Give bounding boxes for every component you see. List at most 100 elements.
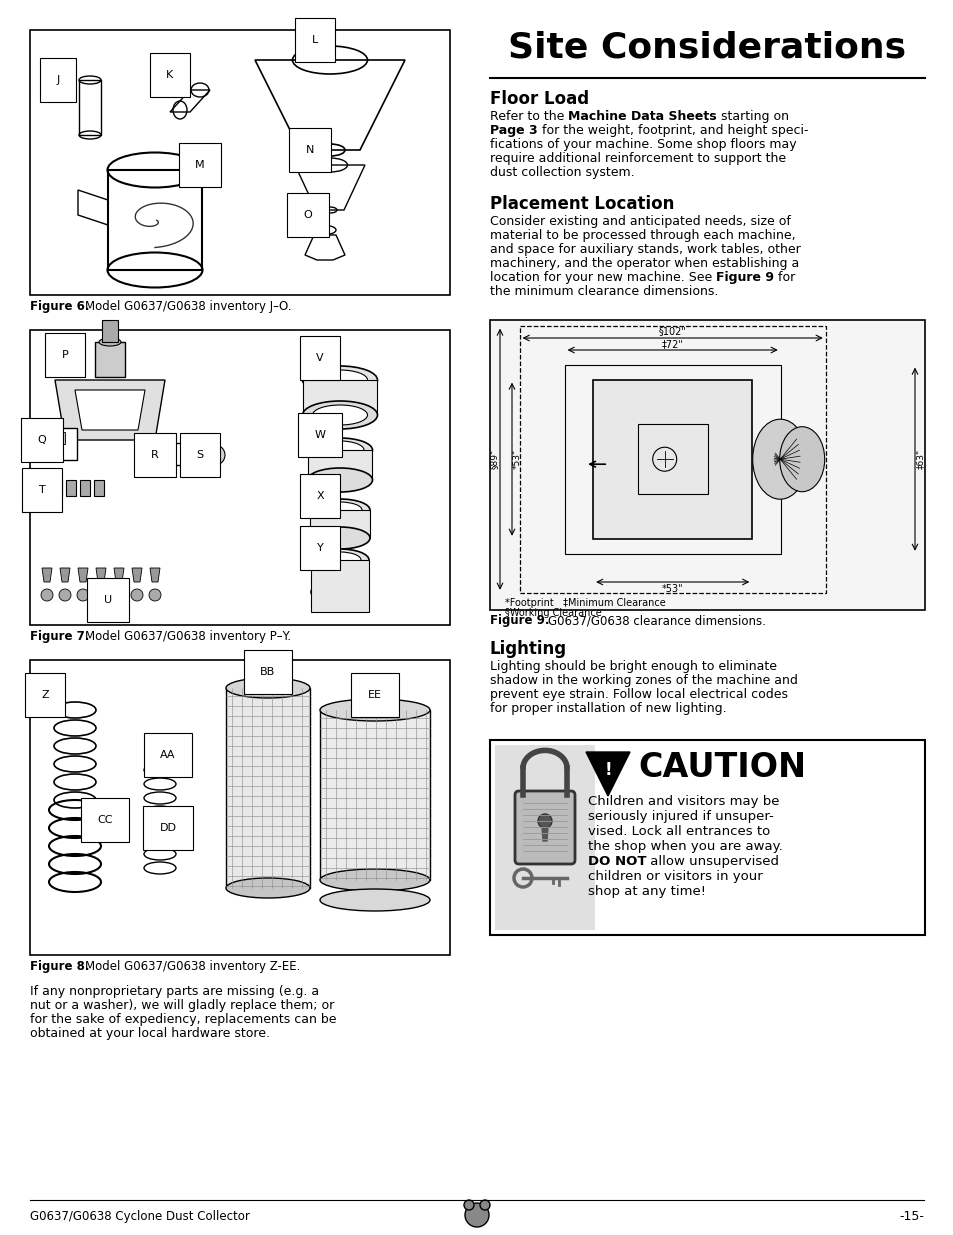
Text: fications of your machine. Some shop floors may: fications of your machine. Some shop flo…: [490, 138, 796, 151]
Ellipse shape: [310, 527, 370, 550]
Ellipse shape: [779, 427, 823, 492]
Polygon shape: [310, 510, 370, 538]
Ellipse shape: [313, 370, 367, 390]
Text: starting on: starting on: [717, 110, 788, 124]
FancyBboxPatch shape: [94, 480, 104, 496]
Circle shape: [112, 589, 125, 601]
Ellipse shape: [319, 699, 430, 721]
Text: material to be processed through each machine,: material to be processed through each ma…: [490, 228, 795, 242]
Text: G0637/G0638 clearance dimensions.: G0637/G0638 clearance dimensions.: [547, 614, 765, 627]
Text: children or visitors in your: children or visitors in your: [587, 869, 762, 883]
Text: for the weight, footprint, and height speci-: for the weight, footprint, and height sp…: [537, 124, 807, 137]
Ellipse shape: [311, 550, 369, 571]
Text: CC: CC: [97, 815, 112, 825]
Text: Children and visitors may be: Children and visitors may be: [587, 795, 779, 808]
Text: Model G0637/G0638 inventory P–Y.: Model G0637/G0638 inventory P–Y.: [85, 630, 291, 643]
Text: Lighting: Lighting: [490, 640, 566, 658]
Text: DO NOT: DO NOT: [587, 855, 646, 868]
Circle shape: [479, 1200, 490, 1210]
Text: and space for auxiliary stands, work tables, other: and space for auxiliary stands, work tab…: [490, 243, 800, 256]
FancyBboxPatch shape: [162, 443, 190, 466]
Text: Figure 9.: Figure 9.: [490, 614, 549, 627]
Text: vised. Lock all entrances to: vised. Lock all entrances to: [587, 825, 769, 839]
Polygon shape: [60, 568, 70, 582]
Ellipse shape: [226, 878, 310, 898]
Circle shape: [464, 1203, 489, 1228]
Text: Machine Data Sheets: Machine Data Sheets: [568, 110, 717, 124]
Text: dust collection system.: dust collection system.: [490, 165, 634, 179]
FancyBboxPatch shape: [515, 790, 575, 864]
Ellipse shape: [253, 674, 283, 685]
Text: J: J: [56, 75, 59, 85]
FancyBboxPatch shape: [30, 30, 450, 295]
Text: Y: Y: [316, 543, 323, 553]
Text: allow unsupervised: allow unsupervised: [646, 855, 779, 868]
Text: S: S: [196, 450, 203, 459]
Text: M: M: [195, 161, 205, 170]
Text: Z: Z: [41, 690, 49, 700]
Circle shape: [59, 589, 71, 601]
Text: Placement Location: Placement Location: [490, 195, 674, 212]
Text: Model G0637/G0638 inventory J–O.: Model G0637/G0638 inventory J–O.: [85, 300, 292, 312]
Polygon shape: [113, 568, 124, 582]
Circle shape: [95, 589, 107, 601]
Text: shop at any time!: shop at any time!: [587, 885, 705, 898]
Polygon shape: [132, 568, 142, 582]
Text: the minimum clearance dimensions.: the minimum clearance dimensions.: [490, 285, 718, 298]
Text: Model G0637/G0638 inventory Z-EE.: Model G0637/G0638 inventory Z-EE.: [85, 960, 300, 973]
FancyBboxPatch shape: [102, 320, 118, 342]
Polygon shape: [78, 568, 88, 582]
Ellipse shape: [313, 405, 367, 425]
Ellipse shape: [307, 438, 372, 462]
Text: K: K: [166, 70, 173, 80]
Ellipse shape: [317, 501, 361, 517]
Polygon shape: [593, 379, 751, 538]
Text: Refer to the: Refer to the: [490, 110, 568, 124]
Text: R: R: [151, 450, 159, 459]
Text: O: O: [303, 210, 312, 220]
Text: -15-: -15-: [898, 1210, 923, 1223]
Polygon shape: [311, 559, 369, 613]
Polygon shape: [150, 568, 160, 582]
Text: prevent eye strain. Follow local electrical codes: prevent eye strain. Follow local electri…: [490, 688, 787, 701]
Polygon shape: [55, 380, 165, 440]
Text: Q: Q: [37, 435, 47, 445]
Ellipse shape: [311, 580, 369, 603]
Circle shape: [537, 814, 552, 827]
Text: require additional reinforcement to support the: require additional reinforcement to supp…: [490, 152, 785, 165]
Text: DD: DD: [159, 823, 176, 832]
Ellipse shape: [318, 584, 360, 600]
Text: !: !: [603, 761, 611, 778]
Text: If any nonproprietary parts are missing (e.g. a: If any nonproprietary parts are missing …: [30, 986, 319, 998]
Text: obtained at your local hardware store.: obtained at your local hardware store.: [30, 1028, 270, 1040]
Polygon shape: [75, 390, 145, 430]
Ellipse shape: [99, 338, 121, 346]
Text: BB: BB: [260, 667, 275, 677]
Ellipse shape: [318, 552, 360, 568]
FancyBboxPatch shape: [95, 342, 125, 377]
FancyBboxPatch shape: [30, 659, 450, 955]
Ellipse shape: [307, 468, 372, 492]
Ellipse shape: [752, 419, 807, 499]
Text: L: L: [312, 35, 317, 44]
FancyBboxPatch shape: [30, 330, 450, 625]
Text: *53": *53": [661, 584, 682, 594]
Text: for the sake of expediency, replacements can be: for the sake of expediency, replacements…: [30, 1013, 336, 1026]
Text: shadow in the working zones of the machine and: shadow in the working zones of the machi…: [490, 674, 797, 687]
Ellipse shape: [310, 499, 370, 521]
Text: ‡72": ‡72": [661, 338, 683, 350]
Text: Lighting should be bright enough to eliminate: Lighting should be bright enough to elim…: [490, 659, 776, 673]
Polygon shape: [308, 450, 372, 480]
Circle shape: [149, 589, 161, 601]
Circle shape: [77, 589, 89, 601]
Polygon shape: [226, 688, 310, 888]
Text: V: V: [315, 353, 323, 363]
Text: seriously injured if unsuper-: seriously injured if unsuper-: [587, 810, 773, 823]
Text: CAUTION: CAUTION: [638, 751, 805, 784]
Text: nut or a washer), we will gladly replace them; or: nut or a washer), we will gladly replace…: [30, 999, 334, 1011]
Text: the shop when you are away.: the shop when you are away.: [587, 840, 781, 853]
Circle shape: [463, 1200, 474, 1210]
FancyBboxPatch shape: [52, 429, 77, 459]
FancyBboxPatch shape: [495, 745, 595, 930]
Polygon shape: [303, 380, 376, 415]
